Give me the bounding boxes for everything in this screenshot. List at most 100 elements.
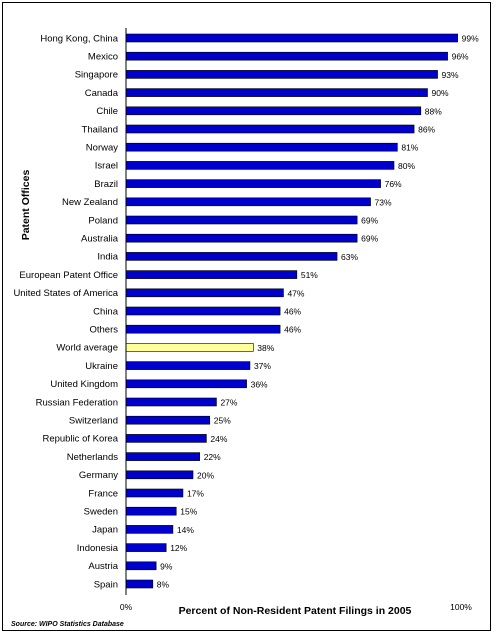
value-label: 20% (197, 470, 214, 480)
category-label: Thailand (82, 124, 118, 135)
value-label: 51% (301, 270, 318, 280)
value-label: 36% (251, 379, 268, 389)
value-label: 69% (361, 234, 378, 244)
category-label: Austria (88, 561, 118, 572)
bar-russian-federation (126, 398, 216, 406)
bar-india (126, 252, 337, 260)
value-label: 76% (385, 179, 402, 189)
bar-israel (126, 161, 394, 169)
category-label: Ukraine (85, 361, 118, 372)
category-label: Others (89, 325, 118, 336)
bar-republic-of-korea (126, 434, 206, 442)
category-label: France (88, 488, 118, 499)
value-label: 22% (204, 452, 221, 462)
category-label: Republic of Korea (42, 434, 118, 445)
category-label: Israel (95, 161, 118, 172)
category-label: Switzerland (69, 416, 118, 427)
category-label: United States of America (13, 288, 118, 299)
value-label: 15% (180, 507, 197, 517)
category-label: Hong Kong, China (40, 33, 118, 44)
value-label: 25% (214, 416, 231, 426)
bar-canada (126, 89, 428, 97)
value-label: 9% (160, 561, 173, 571)
category-label: Sweden (84, 507, 118, 518)
category-label: India (97, 252, 118, 263)
category-label: Brazil (94, 179, 118, 190)
bar-france (126, 489, 183, 497)
category-label: Russian Federation (36, 397, 118, 408)
value-label: 73% (375, 197, 392, 207)
bar-others (126, 325, 280, 333)
category-label: Australia (81, 234, 119, 245)
bar-austria (126, 562, 156, 570)
category-label: Norway (86, 143, 118, 154)
value-label: 80% (398, 161, 415, 171)
bar-hong-kong-china (126, 34, 458, 42)
x-axis-title: Percent of Non-Resident Patent Filings i… (179, 605, 412, 617)
bar-chart: Hong Kong, China Mexico Singapore Canada Chi… (3, 3, 496, 639)
category-labels: Hong Kong, China Mexico Singapore Canada Chi… (13, 33, 118, 590)
category-label: Poland (88, 215, 118, 226)
value-label: 17% (187, 489, 204, 499)
value-label: 99% (462, 34, 479, 44)
category-label: European Patent Office (19, 270, 118, 281)
category-label: World average (56, 343, 118, 354)
x-tick-min: 0% (120, 602, 133, 612)
x-tick-max: 100% (450, 602, 472, 612)
category-label: Netherlands (67, 452, 118, 463)
value-label: 38% (257, 343, 274, 353)
category-label: Singapore (75, 70, 118, 81)
category-label: New Zealand (62, 197, 118, 208)
category-label: Chile (96, 106, 118, 117)
value-label: 27% (220, 398, 237, 408)
bar-indonesia (126, 544, 166, 552)
bar-ukraine (126, 362, 250, 370)
category-label: United Kingdom (50, 379, 118, 390)
bar-brazil (126, 180, 381, 188)
value-label: 93% (442, 70, 459, 80)
category-label: Indonesia (77, 543, 119, 554)
source-note: Source: WIPO Statistics Database (11, 621, 124, 628)
bar-sweden (126, 507, 176, 515)
bar-germany (126, 471, 193, 479)
value-label: 81% (401, 143, 418, 153)
bar-world-average (126, 343, 253, 351)
bar-netherlands (126, 453, 200, 461)
value-label: 46% (284, 307, 301, 317)
value-label: 69% (361, 216, 378, 226)
bar-united-kingdom (126, 380, 247, 388)
bar-norway (126, 143, 397, 151)
value-label: 47% (287, 288, 304, 298)
value-label: 96% (452, 52, 469, 62)
value-label: 12% (170, 543, 187, 553)
bar-spain (126, 580, 153, 588)
bar-new-zealand (126, 198, 371, 206)
category-label: Spain (94, 579, 118, 590)
bar-switzerland (126, 416, 210, 424)
bar-chile (126, 107, 421, 115)
category-label: Germany (79, 470, 118, 481)
category-label: Canada (85, 88, 119, 99)
bar-european-patent-office (126, 271, 297, 279)
value-label: 88% (425, 106, 442, 116)
bar-thailand (126, 125, 414, 133)
category-label: Mexico (88, 52, 118, 63)
bar-china (126, 307, 280, 315)
category-label: Japan (92, 525, 118, 536)
chart-frame: Hong Kong, China Mexico Singapore Canada Chi… (2, 2, 491, 631)
bar-mexico (126, 52, 448, 60)
value-label: 86% (418, 125, 435, 135)
value-label: 24% (210, 434, 227, 444)
y-axis-title: Patent Offices (20, 170, 32, 241)
value-label: 8% (157, 580, 170, 590)
value-label: 46% (284, 325, 301, 335)
bar-singapore (126, 70, 438, 78)
bar-japan (126, 525, 173, 533)
value-label: 14% (177, 525, 194, 535)
bar-poland (126, 216, 357, 224)
bar-australia (126, 234, 357, 242)
value-label: 63% (341, 252, 358, 262)
category-label: China (93, 306, 119, 317)
value-label: 90% (432, 88, 449, 98)
value-label: 37% (254, 361, 271, 371)
